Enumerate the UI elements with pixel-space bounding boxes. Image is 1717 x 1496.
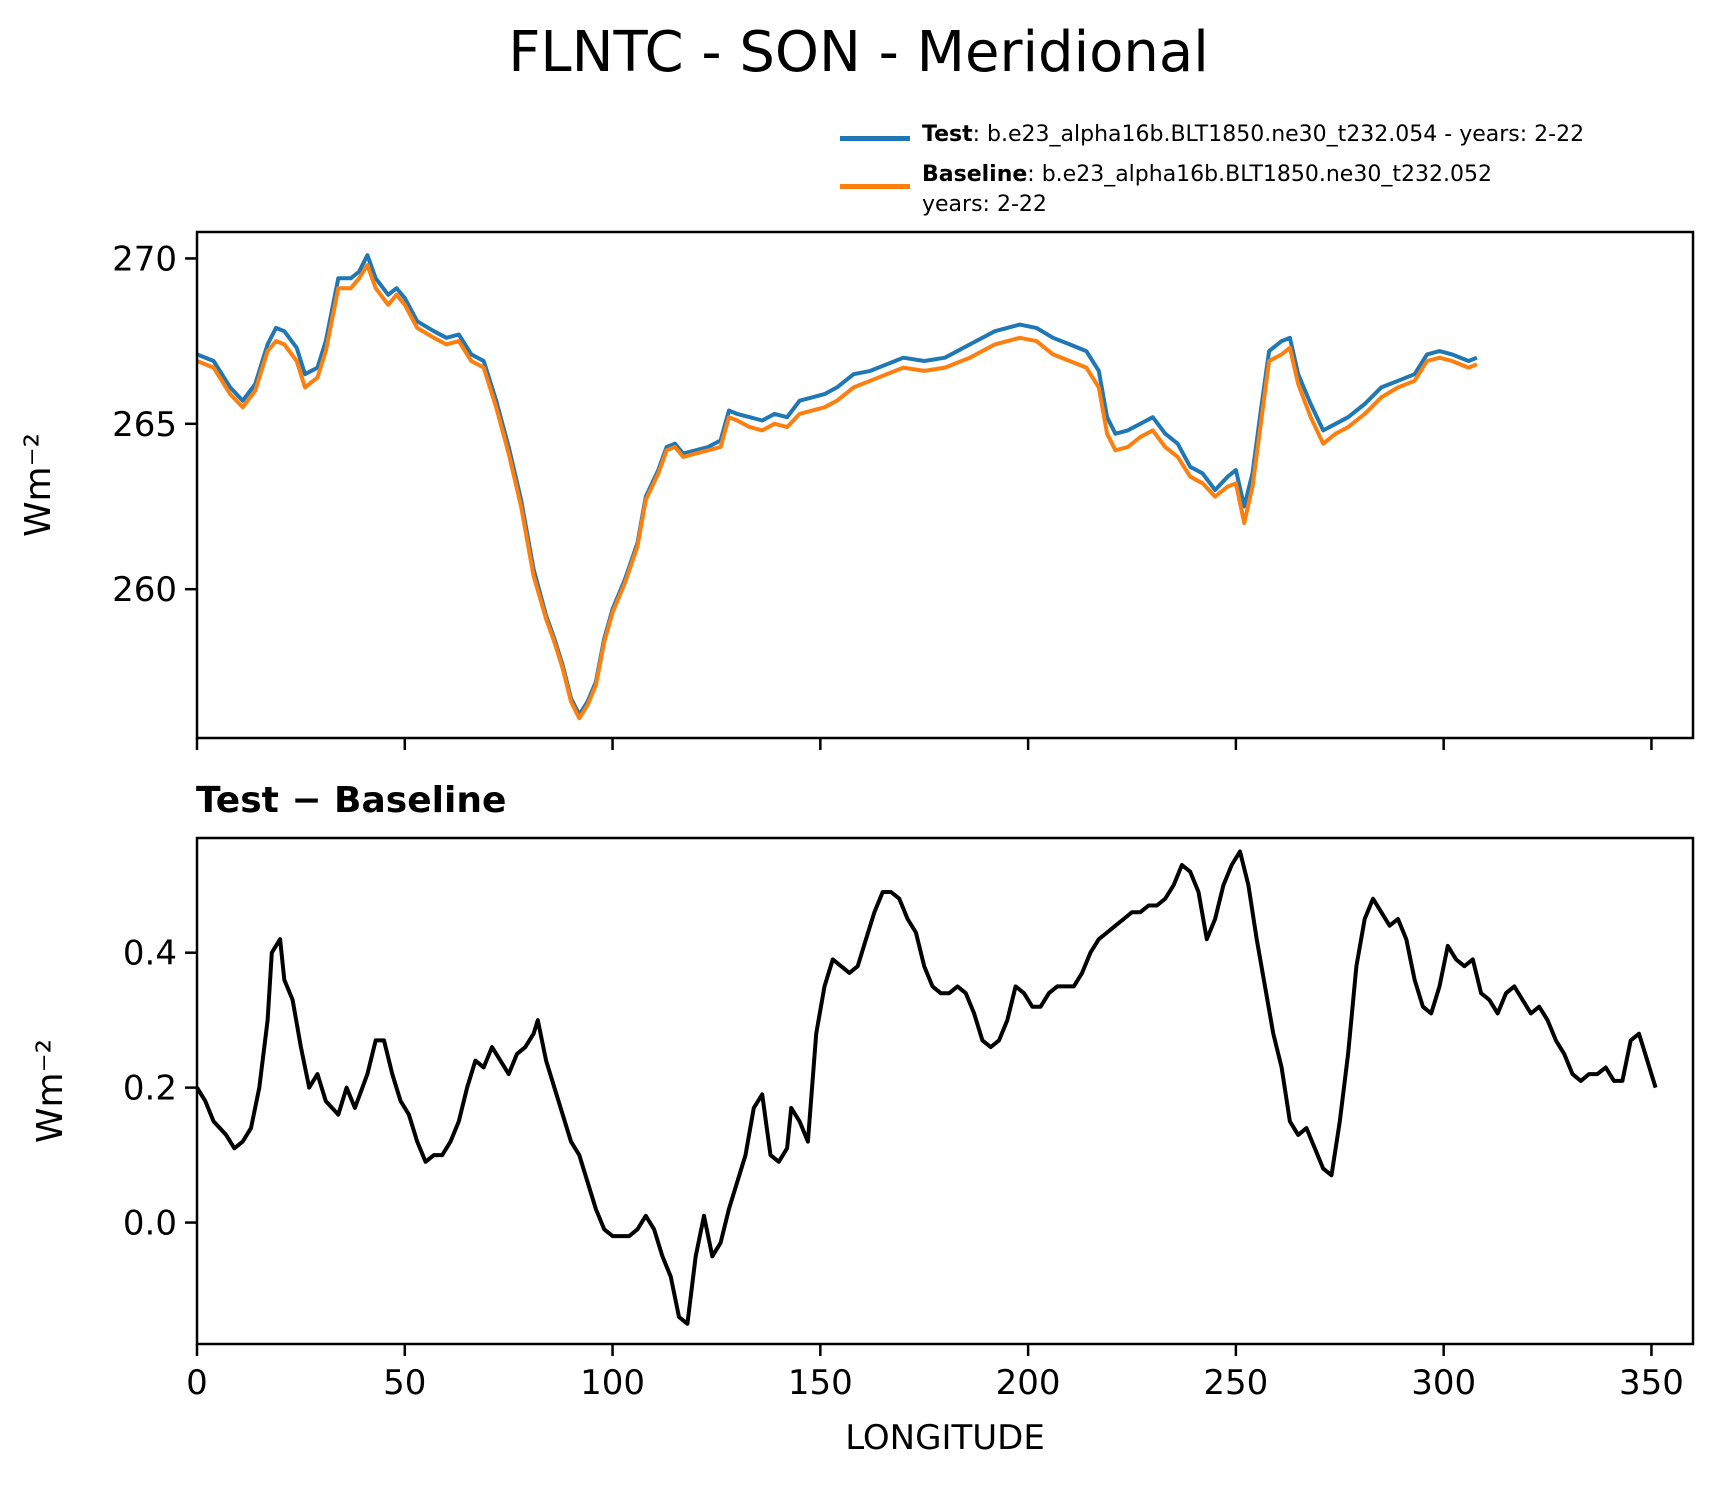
diff-xtick-label: 200 (996, 1363, 1061, 1403)
diff-xtick-label: 50 (383, 1363, 426, 1403)
diff-series-line-0 (195, 849, 1658, 1326)
diff-panel-title: Test − Baseline (196, 780, 507, 821)
diff-xtick-label: 0 (186, 1363, 208, 1403)
top-series-baseline (196, 263, 1478, 721)
diff-ylabel: Wm⁻² (30, 1039, 71, 1143)
top-ytick-label: 270 (112, 239, 177, 279)
legend-label-baseline: Baseline (922, 162, 1028, 187)
diff-xtick-label: 250 (1203, 1363, 1268, 1403)
diff-ytick-label: 0.4 (123, 934, 177, 974)
legend-swatch-baseline (840, 184, 910, 189)
top-ylabel: Wm⁻² (18, 433, 59, 537)
diff-ytick-label: 0.0 (123, 1204, 177, 1244)
diff-xtick-label: 350 (1619, 1363, 1684, 1403)
diff-xlabel: LONGITUDE (845, 1418, 1045, 1458)
legend-text-baseline-line2: years: 2-22 (922, 192, 1047, 217)
top-ytick-label: 265 (112, 405, 177, 445)
diff-xtick-label: 100 (580, 1363, 645, 1403)
diff-ytick-label: 0.2 (123, 1069, 177, 1109)
diff-xtick-label: 300 (1411, 1363, 1476, 1403)
legend-swatch-test (840, 136, 910, 141)
top-axes-frame (195, 230, 1695, 740)
legend-text-test: : b.e23_alpha16b.BLT1850.ne30_t232.054 -… (972, 122, 1585, 147)
legend-label-test: Test (922, 122, 973, 147)
legend-text-baseline: : b.e23_alpha16b.BLT1850.ne30_t232.052 (1027, 162, 1492, 187)
figure-title: FLNTC - SON - Meridional (508, 20, 1209, 85)
diff-xtick-label: 150 (788, 1363, 853, 1403)
top-ytick-label: 260 (112, 570, 177, 610)
diff-axes-frame (195, 836, 1695, 1346)
top-series-test (196, 253, 1478, 717)
